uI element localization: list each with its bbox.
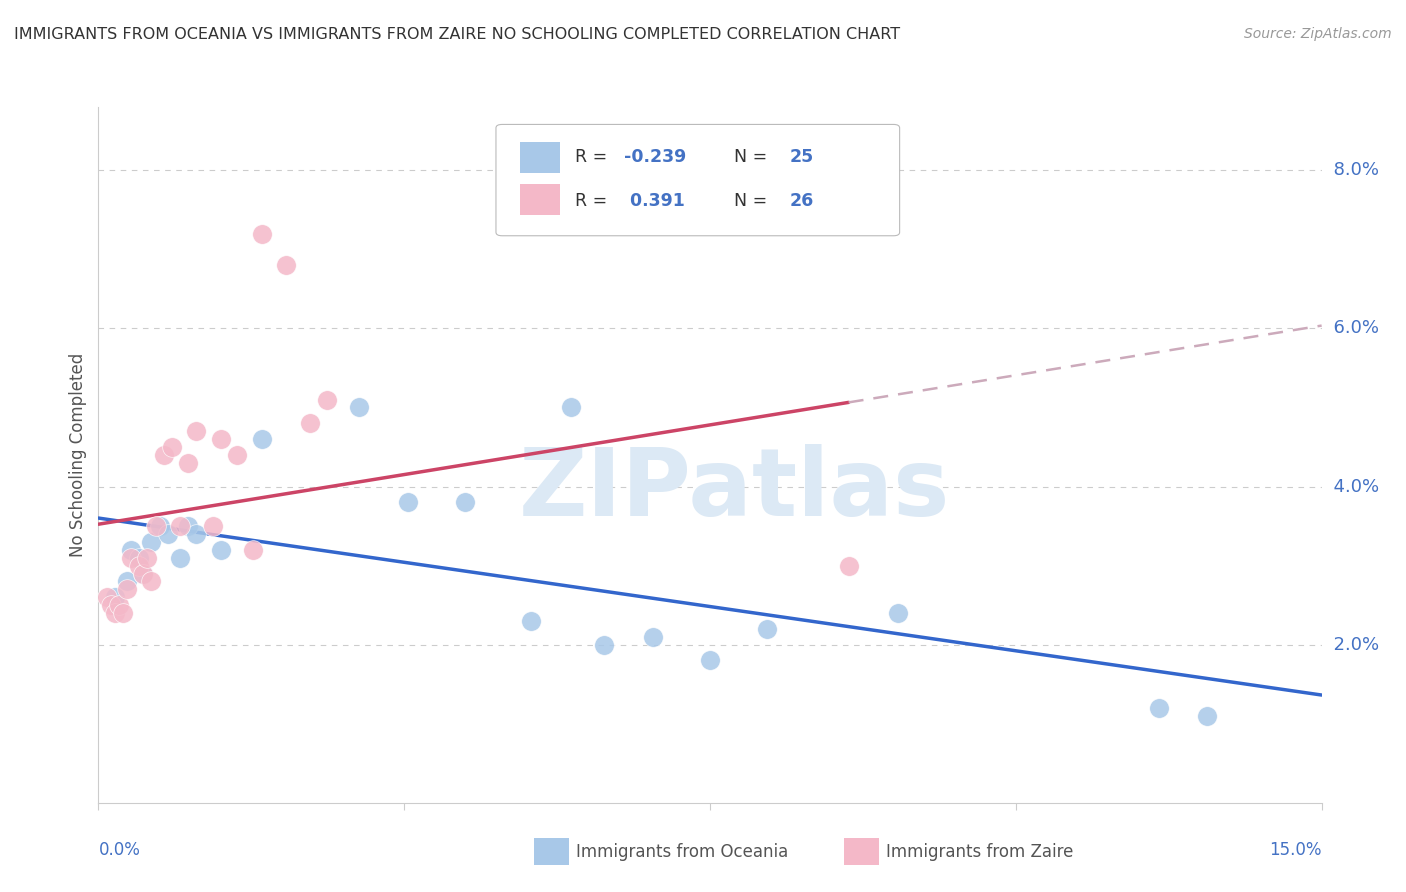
Point <box>315 392 337 407</box>
Bar <box>520 184 560 215</box>
Point <box>136 550 159 565</box>
Point <box>177 456 200 470</box>
Point <box>128 550 150 565</box>
Y-axis label: No Schooling Completed: No Schooling Completed <box>69 353 87 557</box>
Point <box>593 638 616 652</box>
Point <box>396 495 419 509</box>
Point <box>756 622 779 636</box>
Text: 15.0%: 15.0% <box>1270 841 1322 859</box>
Text: 6.0%: 6.0% <box>1322 319 1379 337</box>
Text: 4.0%: 4.0% <box>1322 477 1379 496</box>
Text: Immigrants from Zaire: Immigrants from Zaire <box>886 843 1073 861</box>
Point <box>299 417 322 431</box>
Point <box>186 424 208 438</box>
Point <box>132 566 155 581</box>
Text: 25: 25 <box>790 148 814 166</box>
Text: N =: N = <box>734 192 773 210</box>
Point <box>120 550 142 565</box>
Text: N =: N = <box>734 148 773 166</box>
Bar <box>520 142 560 173</box>
Point <box>226 448 249 462</box>
Point <box>152 448 174 462</box>
Point <box>96 591 118 605</box>
Text: 0.391: 0.391 <box>624 192 685 210</box>
Text: 26: 26 <box>790 192 814 210</box>
Text: R =: R = <box>575 148 613 166</box>
Point <box>209 432 232 446</box>
Text: R =: R = <box>575 192 613 210</box>
Point <box>838 558 860 573</box>
Text: Immigrants from Oceania: Immigrants from Oceania <box>576 843 789 861</box>
Point <box>115 574 138 589</box>
Text: Source: ZipAtlas.com: Source: ZipAtlas.com <box>1244 27 1392 41</box>
Point <box>242 542 264 557</box>
Point <box>149 519 172 533</box>
Point <box>145 519 167 533</box>
Text: 2.0%: 2.0% <box>1322 636 1379 654</box>
Point <box>108 598 131 612</box>
Point <box>111 606 134 620</box>
Point <box>156 527 179 541</box>
Point <box>699 653 721 667</box>
Text: ZIPatlas: ZIPatlas <box>519 443 950 536</box>
Point <box>250 432 273 446</box>
Point <box>160 440 183 454</box>
Point <box>186 527 208 541</box>
Point <box>177 519 200 533</box>
Point <box>209 542 232 557</box>
Point <box>128 558 150 573</box>
Point <box>1147 701 1170 715</box>
Point <box>120 542 142 557</box>
Point <box>115 582 138 597</box>
Point <box>886 606 908 620</box>
Text: 8.0%: 8.0% <box>1322 161 1379 179</box>
Text: IMMIGRANTS FROM OCEANIA VS IMMIGRANTS FROM ZAIRE NO SCHOOLING COMPLETED CORRELAT: IMMIGRANTS FROM OCEANIA VS IMMIGRANTS FR… <box>14 27 900 42</box>
Point <box>560 401 582 415</box>
Point <box>104 606 127 620</box>
Point <box>250 227 273 241</box>
Point <box>641 630 664 644</box>
Point <box>100 598 122 612</box>
Point <box>169 550 191 565</box>
Point <box>141 535 163 549</box>
Point <box>1197 708 1219 723</box>
Point <box>104 591 127 605</box>
Point <box>141 574 163 589</box>
Text: 0.0%: 0.0% <box>98 841 141 859</box>
Text: -0.239: -0.239 <box>624 148 686 166</box>
Point <box>169 519 191 533</box>
Point <box>349 401 371 415</box>
FancyBboxPatch shape <box>496 124 900 235</box>
Point <box>274 258 297 272</box>
Point <box>454 495 477 509</box>
Point <box>201 519 224 533</box>
Point <box>132 566 155 581</box>
Point <box>519 614 541 628</box>
